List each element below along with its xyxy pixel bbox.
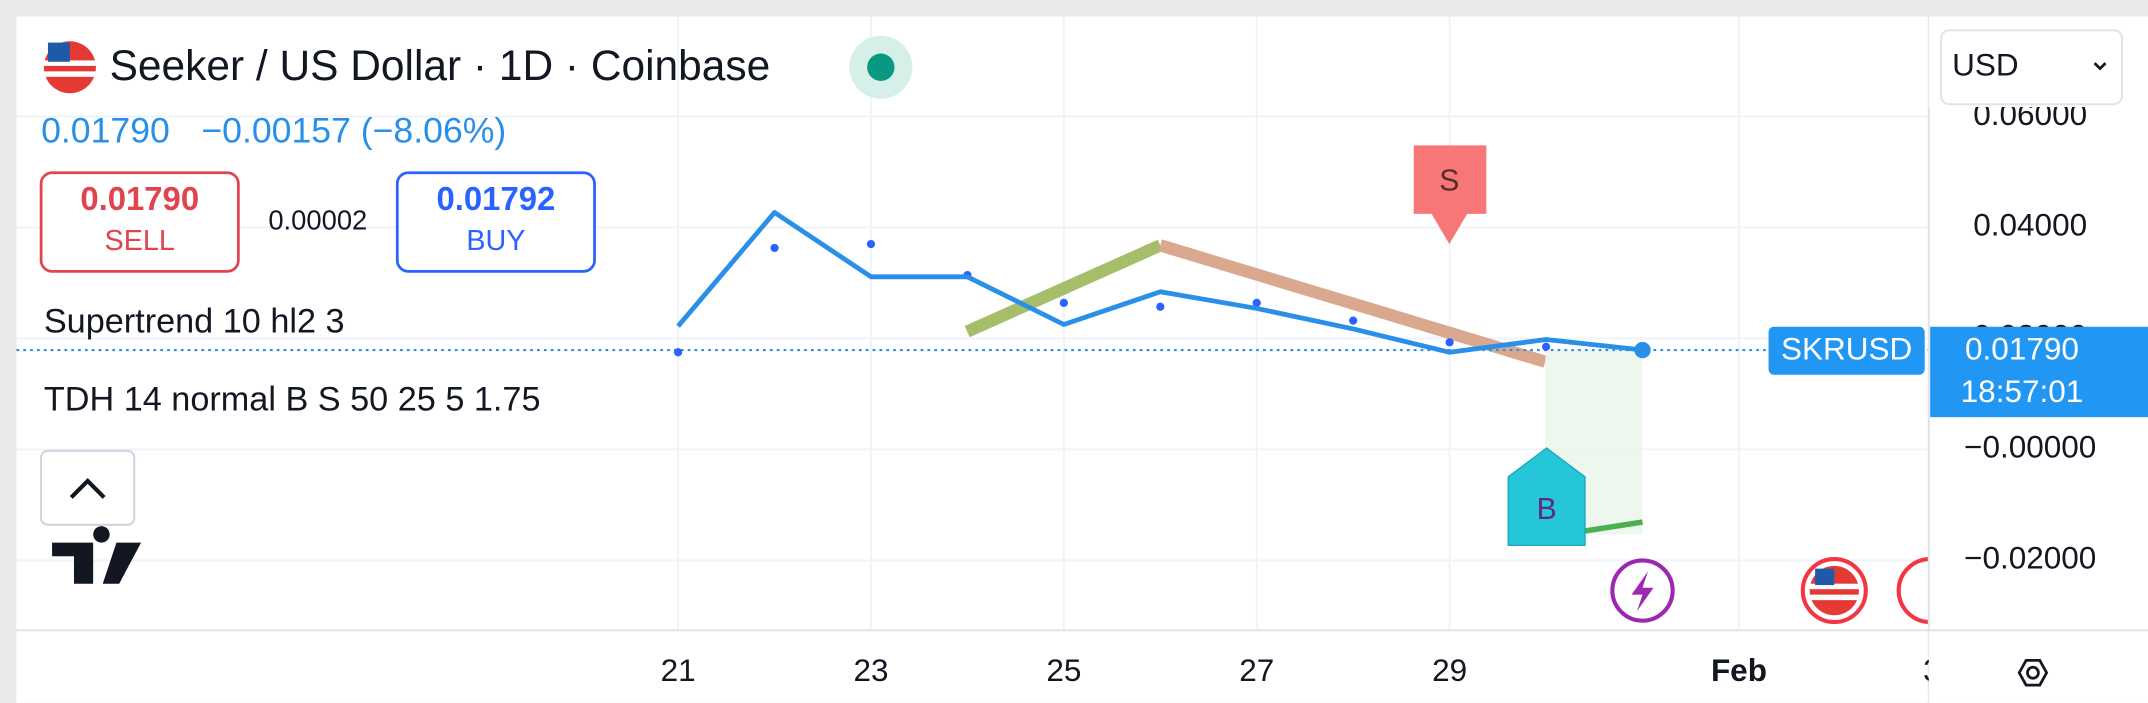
collapse-button[interactable] <box>40 449 136 526</box>
last-price: 0.01790 <box>41 110 170 150</box>
buy-button[interactable] <box>395 171 596 273</box>
settings-area <box>1928 631 2148 703</box>
signal-label: B <box>1537 493 1557 526</box>
y-tick-label: −0.00000 <box>1964 429 2096 465</box>
last-point <box>1634 341 1651 359</box>
price-line <box>676 210 1643 355</box>
supertrend-dot <box>673 348 683 357</box>
currency-select[interactable] <box>1940 29 2123 106</box>
supertrend-dot <box>1541 342 1551 351</box>
lightning-icon <box>1631 571 1654 612</box>
x-tick-label: 29 <box>1432 652 1467 688</box>
sell-label: SELL <box>105 225 175 257</box>
buy-signal <box>1507 447 1586 547</box>
supertrend-dot <box>1059 298 1068 307</box>
flag-stripe <box>43 71 96 77</box>
trend-drawing <box>964 239 1163 338</box>
price-tag <box>1930 326 2148 418</box>
flag-canton <box>1815 568 1835 586</box>
flag-canton <box>47 42 70 62</box>
supertrend-dot <box>770 243 779 253</box>
price-tag-countdown: 18:57:01 <box>1961 373 2084 409</box>
symbol-tag-label: SKRUSD <box>1781 331 1912 367</box>
flag-stripe <box>43 60 96 66</box>
supertrend-dot <box>1252 298 1261 307</box>
settings-icon-core <box>2026 665 2040 680</box>
price-tag-value: 0.01790 <box>1965 331 2079 367</box>
x-tick-label: 21 <box>661 652 696 688</box>
price-change: −0.00157 (−8.06%) <box>201 110 506 150</box>
y-tick-label: 0.04000 <box>1973 207 2087 243</box>
settings-icon[interactable] <box>2017 659 2049 687</box>
x-tick-label: 23 <box>853 652 888 688</box>
signal-label: S <box>1439 164 1459 197</box>
indicator-label[interactable]: TDH 14 normal B S 50 25 5 1.75 <box>44 381 541 419</box>
dropdown-arrow <box>2093 62 2107 71</box>
price-axis <box>1928 16 2148 631</box>
supertrend-dot <box>1445 338 1454 347</box>
flag-stripe <box>1809 583 1859 590</box>
trend-drawing <box>1158 239 1548 368</box>
tradingview-logo[interactable] <box>52 526 142 584</box>
sell-button[interactable] <box>39 171 240 273</box>
buy-price: 0.01792 <box>437 180 556 217</box>
currency: USD <box>1952 47 2019 83</box>
x-tick-label: 25 <box>1046 652 1081 688</box>
supertrend-dot <box>1349 316 1358 325</box>
y-tick-label: −0.02000 <box>1964 540 2096 576</box>
indicator-label[interactable]: Supertrend 10 hl2 3 <box>44 302 345 340</box>
supertrend-dot <box>1156 302 1165 311</box>
x-tick-label: 27 <box>1239 652 1274 688</box>
x-tick-label: Feb <box>1711 652 1767 688</box>
chart-title: Seeker / US Dollar · 1D · Coinbase <box>110 42 771 89</box>
sell-price: 0.01790 <box>80 180 199 217</box>
chevron-up <box>69 478 106 499</box>
spread: 0.00002 <box>268 204 367 235</box>
supertrend-dot <box>866 239 876 249</box>
flag-stripe <box>1809 594 1859 601</box>
sell-signal <box>1413 145 1487 244</box>
market-status-dot <box>867 53 895 81</box>
header: Seeker / US Dollar · 1D · Coinbase 0.017… <box>39 35 913 584</box>
buy-label: BUY <box>466 225 525 257</box>
symbol-tag <box>1768 326 1925 375</box>
